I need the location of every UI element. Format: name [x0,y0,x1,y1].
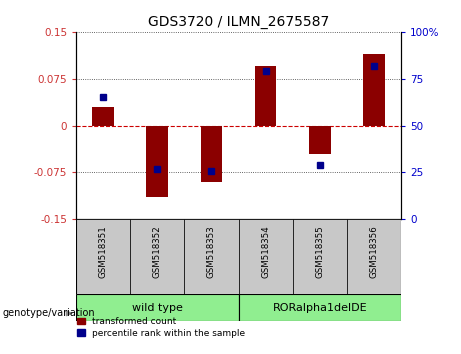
Bar [309,126,331,154]
Bar [293,219,347,294]
Text: wild type: wild type [132,303,183,313]
Text: GSM518354: GSM518354 [261,225,270,278]
Text: GSM518355: GSM518355 [315,225,325,278]
Bar [147,126,168,198]
Title: GDS3720 / ILMN_2675587: GDS3720 / ILMN_2675587 [148,16,329,29]
Bar [347,219,401,294]
Legend: transformed count, percentile rank within the sample: transformed count, percentile rank withi… [77,317,245,338]
Bar [130,219,184,294]
Bar [76,219,130,294]
Text: GSM518356: GSM518356 [369,225,378,278]
Text: GSM518353: GSM518353 [207,225,216,278]
Bar [363,54,385,126]
Text: RORalpha1delDE: RORalpha1delDE [272,303,367,313]
Bar [76,294,238,321]
Bar [92,107,114,126]
Text: GSM518351: GSM518351 [99,225,108,278]
Bar [255,66,277,126]
Text: genotype/variation: genotype/variation [2,308,95,318]
Bar [184,219,238,294]
Bar [201,126,222,182]
Bar [239,294,401,321]
Bar [239,219,293,294]
Text: GSM518352: GSM518352 [153,225,162,278]
